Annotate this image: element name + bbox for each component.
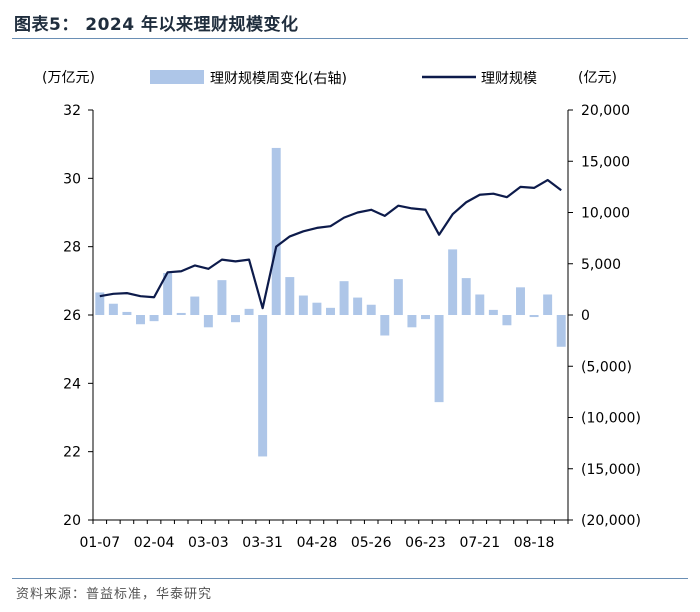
left-tick-label: 24	[63, 376, 81, 392]
x-tick-label: 02-04	[134, 535, 175, 551]
bar-3	[136, 315, 145, 325]
right-tick-label: 15,000	[581, 154, 630, 170]
left-tick-label: 30	[63, 171, 81, 187]
x-tick-label: 08-18	[514, 535, 555, 551]
x-tick-label: 07-21	[459, 535, 500, 551]
right-axis-ticks: (20,000) (15,000) (10,000) (5,000) 0 5,000 10,…	[568, 103, 641, 529]
bar-23	[407, 315, 417, 328]
title-underline	[12, 38, 688, 39]
right-tick-label: 10,000	[581, 206, 630, 222]
bar-10	[231, 315, 240, 323]
left-tick-label: 28	[63, 240, 81, 256]
bar-6	[176, 312, 186, 315]
left-axis-unit: (万亿元)	[42, 70, 95, 86]
left-tick-label: 22	[63, 445, 81, 461]
legend-swatch-bar	[150, 70, 204, 84]
legend: 理财规模周变化(右轴) 理财规模	[150, 70, 537, 87]
right-tick-label: (20,000)	[581, 513, 641, 529]
bar-15	[298, 295, 308, 315]
x-tick-label: 03-03	[188, 535, 229, 551]
bar-4	[149, 315, 159, 322]
left-tick-label: 32	[63, 103, 81, 119]
x-axis-ticks: 01-07 02-04 03-03 03-31 04-28 05-26 06-23 07-21…	[79, 520, 569, 551]
bar-2	[122, 311, 132, 315]
bar-34	[556, 315, 566, 347]
bar-9	[217, 280, 227, 315]
x-tick-label: 03-31	[242, 535, 283, 551]
bar-22	[393, 279, 403, 316]
bar-32	[529, 315, 539, 318]
bar-27	[461, 278, 471, 315]
left-axis-ticks: 20 22 24 26 28 30 32	[63, 103, 93, 529]
right-tick-label: (15,000)	[581, 462, 641, 478]
line-series	[99, 178, 562, 310]
bar-24	[421, 315, 430, 320]
footer-rule	[12, 578, 688, 579]
x-tick-label: 06-23	[405, 535, 446, 551]
right-tick-label: (10,000)	[581, 411, 641, 427]
bar-19	[353, 297, 363, 315]
bar-25	[434, 315, 444, 403]
bar-7	[190, 296, 200, 315]
axes	[92, 110, 569, 521]
bar-13	[271, 147, 281, 315]
left-tick-label: 20	[63, 513, 81, 529]
bar-0	[95, 292, 105, 315]
bar-12	[258, 315, 268, 457]
chart-canvas: (万亿元) (亿元) 理财规模周变化(右轴) 理财规模 20 22 24 26 28 30…	[42, 70, 641, 551]
right-tick-label: 20,000	[581, 103, 630, 119]
bar-28	[475, 294, 485, 315]
bar-31	[516, 287, 525, 315]
chart-title: 图表5： 2024 年以来理财规模变化	[14, 15, 299, 35]
legend-label-bar: 理财规模周变化(右轴)	[210, 71, 347, 87]
bar-14	[285, 277, 295, 315]
x-tick-label: 05-26	[351, 535, 392, 551]
bar-11	[244, 308, 254, 315]
right-tick-label: 5,000	[581, 257, 621, 273]
bar-21	[380, 315, 390, 336]
bar-26	[448, 249, 458, 315]
bar-18	[339, 281, 349, 315]
right-tick-label: (5,000)	[581, 359, 632, 375]
right-axis-unit: (亿元)	[578, 70, 617, 86]
bar-30	[502, 315, 512, 326]
bar-series	[95, 147, 566, 457]
x-tick-label: 04-28	[297, 535, 338, 551]
right-tick-label: 0	[581, 308, 590, 324]
bar-20	[366, 304, 376, 315]
bar-17	[326, 307, 335, 315]
bar-33	[543, 294, 553, 315]
bar-16	[312, 302, 322, 315]
x-tick-label: 01-07	[79, 535, 120, 551]
left-tick-label: 26	[63, 308, 81, 324]
bar-29	[488, 309, 498, 316]
source-note: 资料来源：普益标准，华泰研究	[16, 587, 213, 602]
bar-5	[163, 272, 173, 315]
bar-1	[108, 303, 118, 315]
legend-label-line: 理财规模	[481, 71, 537, 87]
bar-8	[203, 315, 213, 328]
